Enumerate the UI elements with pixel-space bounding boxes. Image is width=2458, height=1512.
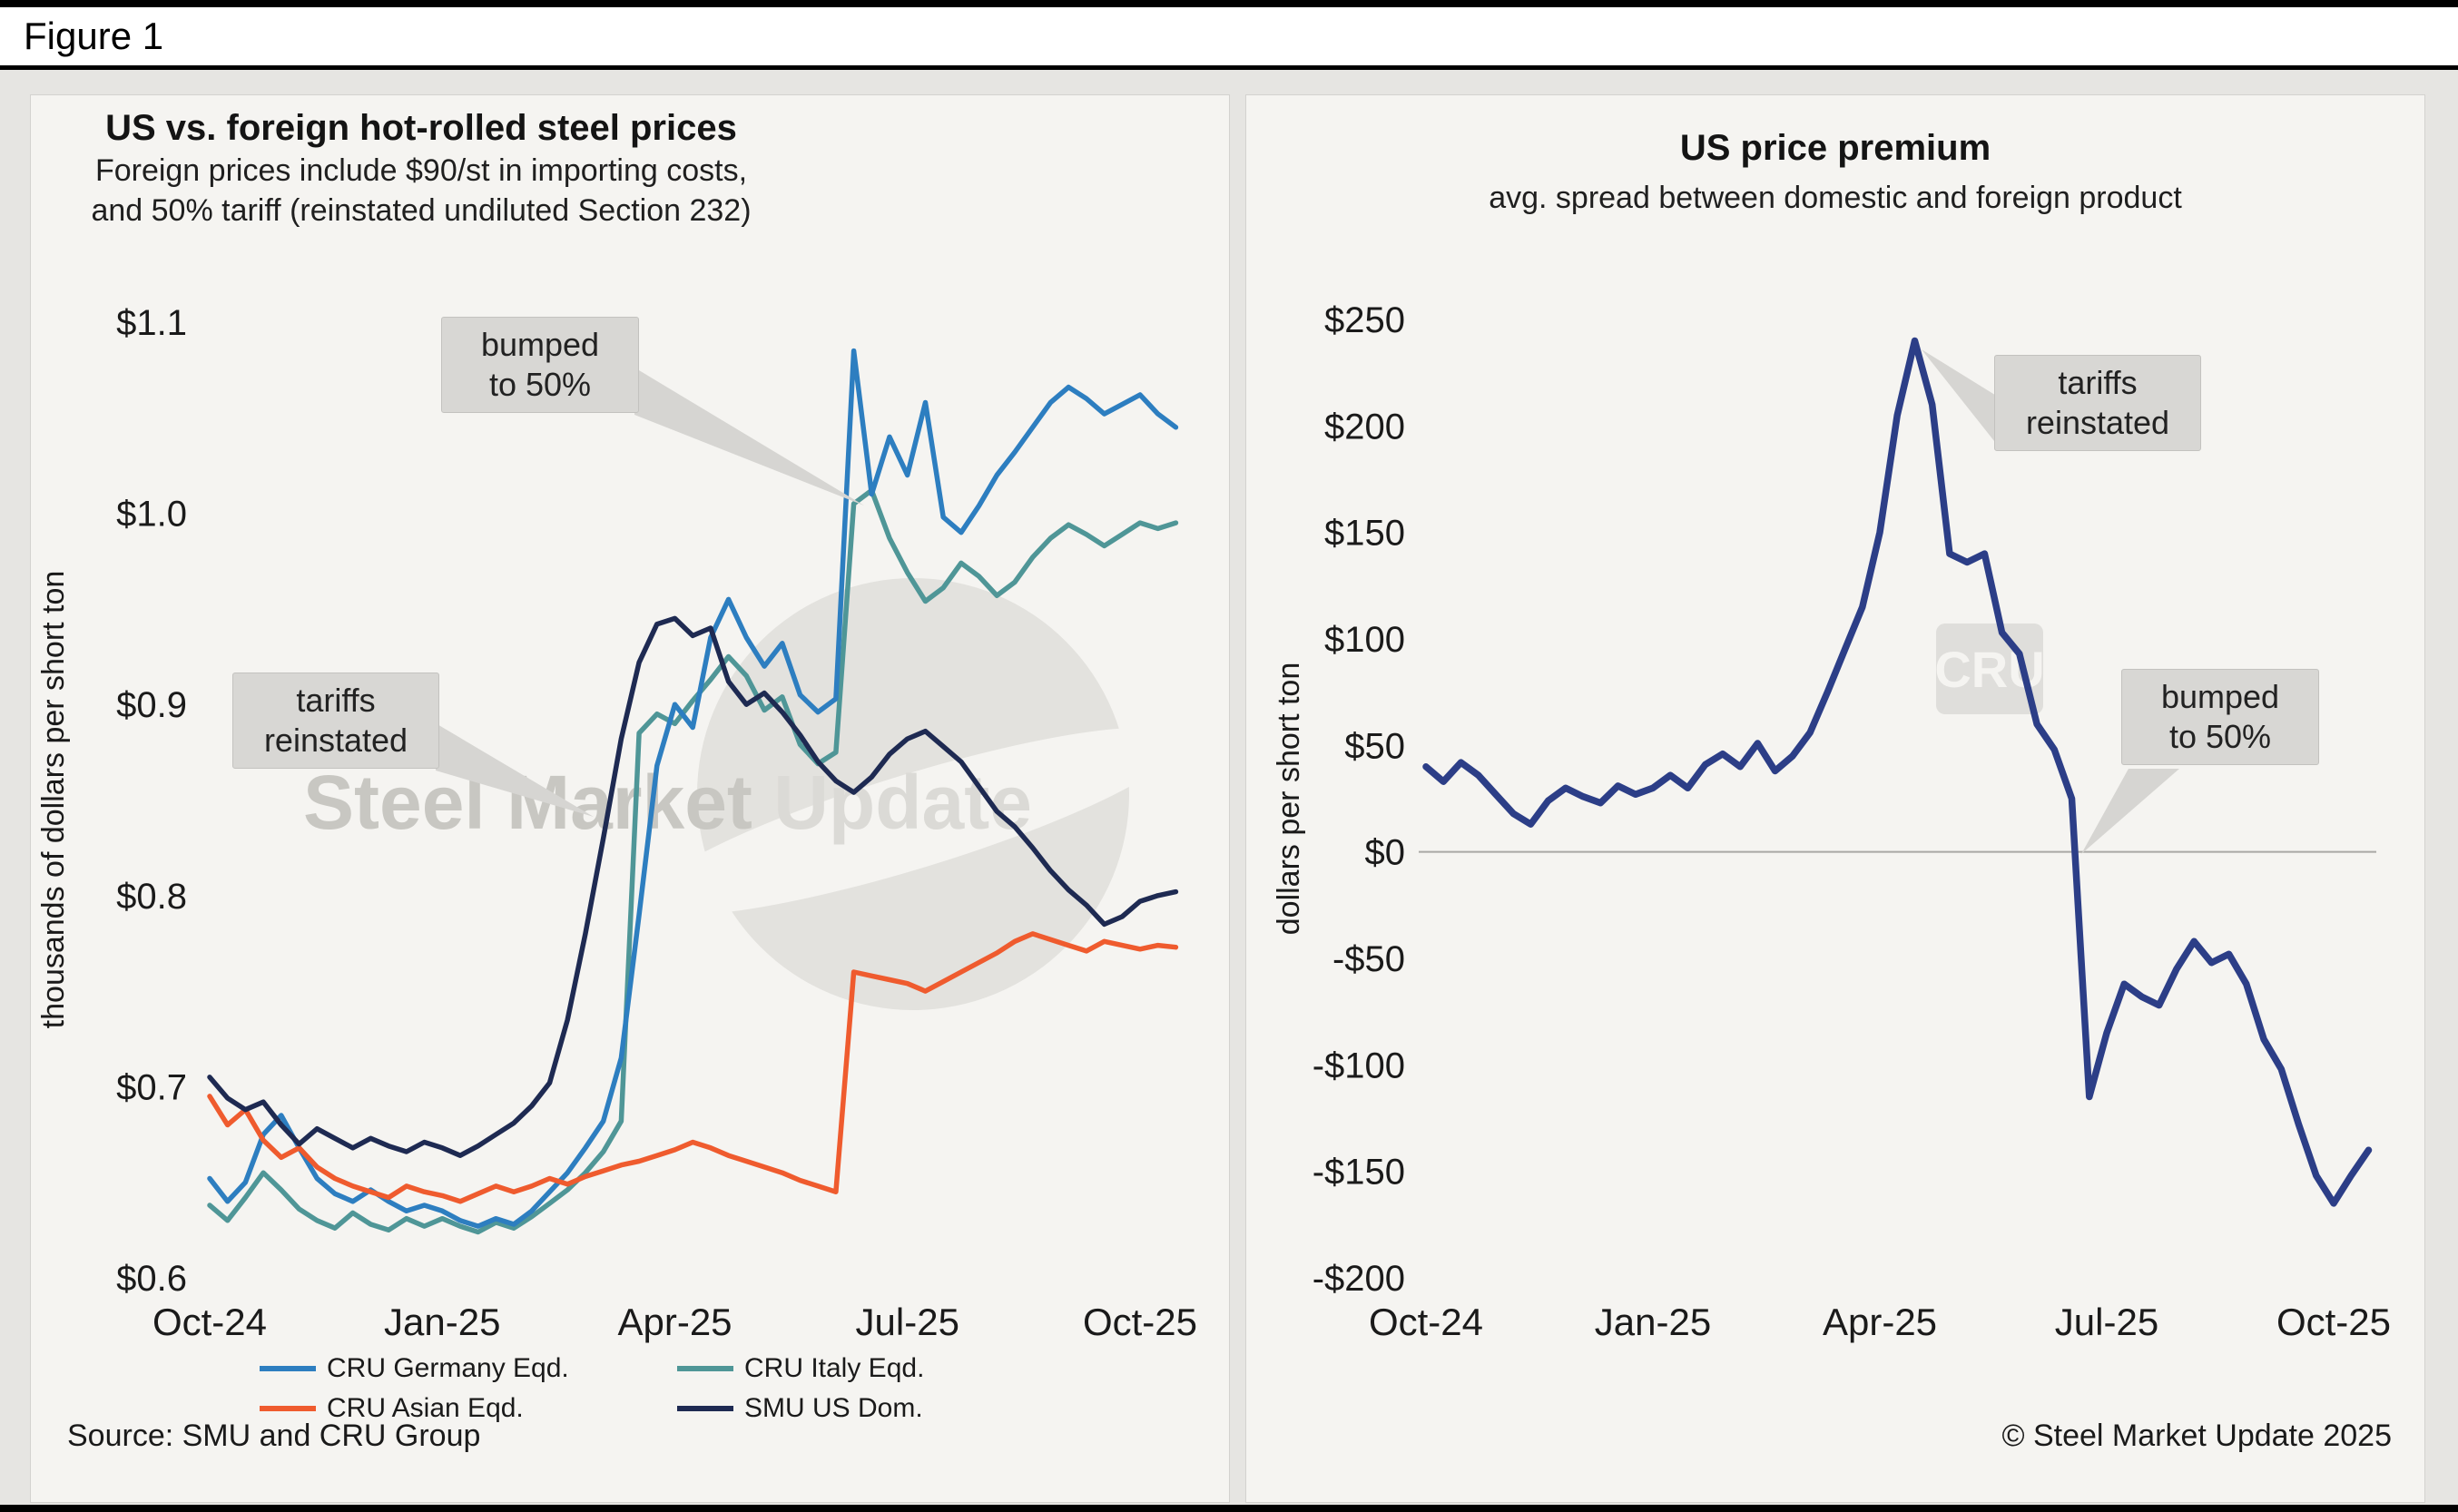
legend-item-smu-us-dom: SMU US Dom. — [677, 1393, 923, 1424]
x-tick-label: Oct-24 — [1369, 1301, 1483, 1343]
legend-swatch-italy — [677, 1366, 733, 1371]
right-chart-panel: CRU -$200 -$150 -$100 -$50 $0 $50 $100 $150 $200 $… — [1245, 94, 2425, 1503]
y-tick-label: $0.9 — [116, 685, 187, 725]
x-tick-label: Apr-25 — [617, 1301, 732, 1343]
x-tick-label: Apr-25 — [1823, 1301, 1937, 1343]
x-tick-label: Jul-25 — [2055, 1301, 2158, 1343]
smu-logo-swoosh — [644, 727, 1183, 916]
x-tick-label: Jan-25 — [384, 1301, 500, 1343]
left-chart-title: US vs. foreign hot-rolled steel prices — [105, 108, 737, 148]
y-tick-label: -$50 — [1332, 939, 1405, 979]
right-chart-title: US price premium — [1679, 128, 1991, 168]
x-tick-label: Jan-25 — [1595, 1301, 1711, 1343]
series-line-smu-us-dom- — [207, 615, 1179, 1158]
y-axis-label: thousands of dollars per short ton — [36, 571, 71, 1029]
figure-label: Figure 1 — [24, 15, 164, 57]
annotation-pointer — [634, 368, 864, 506]
top-border — [0, 0, 2458, 7]
annotation-text-line: bumped — [480, 326, 600, 363]
y-tick-label: $1.0 — [116, 495, 187, 535]
legend-item-cru-asian: CRU Asian Eqd. — [260, 1393, 524, 1424]
left-chart-canvas: Steel Market Update $0.6 $0.7 $0.8 $0.9 $1.0 $… — [36, 303, 1197, 1343]
legend-label-germany: CRU Germany Eqd. — [327, 1353, 569, 1383]
y-tick-label: -$150 — [1313, 1153, 1405, 1193]
y-tick-label: $50 — [1344, 726, 1405, 766]
annotation-text-line: tariffs — [2058, 364, 2138, 401]
series-line-us-price-premium — [1422, 337, 2373, 1207]
annotation-pointer — [436, 723, 594, 817]
annotation-text-line: reinstated — [2025, 403, 2170, 441]
legend-label-italy: CRU Italy Eqd. — [744, 1353, 925, 1383]
y-tick-label: $0.8 — [116, 877, 187, 917]
legend-swatch-asian — [260, 1406, 316, 1411]
x-tick-label: Oct-24 — [152, 1301, 267, 1343]
annotation-bumped-to-50: bumped to 50% — [2121, 669, 2319, 765]
y-tick-label: $250 — [1324, 300, 1405, 340]
y-tick-label: $0.6 — [116, 1259, 187, 1299]
x-tick-label: Oct-25 — [1083, 1301, 1197, 1343]
annotation-bumped-to-50: bumped to 50% — [441, 317, 639, 413]
y-tick-label: -$200 — [1313, 1259, 1405, 1299]
annotation-pointer — [2081, 769, 2179, 854]
y-tick-label: $150 — [1324, 514, 1405, 554]
legend-label-smu: SMU US Dom. — [744, 1393, 923, 1423]
legend-swatch-germany — [260, 1366, 316, 1371]
legend-swatch-smu — [677, 1406, 733, 1411]
y-tick-label: -$100 — [1313, 1046, 1405, 1085]
legend-item-cru-germany: CRU Germany Eqd. — [260, 1353, 569, 1384]
annotation-text-line: to 50% — [2168, 717, 2272, 755]
source-note: Source: SMU and CRU Group — [67, 1419, 481, 1453]
annotation-text-line: reinstated — [263, 721, 408, 759]
figure-header: Figure 1 — [0, 7, 2458, 65]
series-line-cru-asian-eqd- — [207, 931, 1179, 1204]
y-tick-label: $100 — [1324, 620, 1405, 660]
bottom-border — [0, 1505, 2458, 1512]
y-tick-label: $0.7 — [116, 1067, 187, 1107]
annotation-tariffs-reinstated: tariffs reinstated — [232, 673, 439, 769]
x-tick-label: Oct-25 — [2276, 1301, 2391, 1343]
watermark-text: Steel Market Update — [303, 760, 1032, 845]
right-chart-subtitle: avg. spread between domestic and foreign… — [1489, 181, 2182, 215]
x-tick-label: Jul-25 — [856, 1301, 959, 1343]
y-tick-label: $200 — [1324, 407, 1405, 447]
y-tick-label: $0 — [1365, 833, 1406, 873]
annotation-tariffs-reinstated: tariffs reinstated — [1994, 355, 2201, 451]
annotation-text-line: to 50% — [488, 365, 592, 403]
copyright-note: © Steel Market Update 2025 — [2001, 1419, 2392, 1453]
annotation-text-line: bumped — [2160, 678, 2280, 715]
annotation-pointer — [1922, 349, 1998, 446]
right-chart-canvas: CRU-$200-$150-$100-$50$0$50$100$150$200$… — [1272, 300, 2391, 1343]
left-chart-subtitle-line2: and 50% tariff (reinstated undiluted Sec… — [91, 193, 752, 228]
y-tick-label: $1.1 — [116, 303, 187, 343]
legend-label-asian: CRU Asian Eqd. — [327, 1393, 524, 1423]
y-axis-label: dollars per short ton — [1272, 663, 1306, 936]
header-divider — [0, 65, 2458, 70]
annotation-text-line: tariffs — [296, 682, 376, 719]
left-chart-subtitle-line1: Foreign prices include $90/st in importi… — [94, 153, 748, 188]
legend-item-cru-italy: CRU Italy Eqd. — [677, 1353, 924, 1384]
left-chart-panel: Steel Market Update $0.6 $0.7 $0.8 $0.9 $1.0 $… — [30, 94, 1230, 1503]
series-line-cru-italy-eqd- — [207, 487, 1179, 1235]
